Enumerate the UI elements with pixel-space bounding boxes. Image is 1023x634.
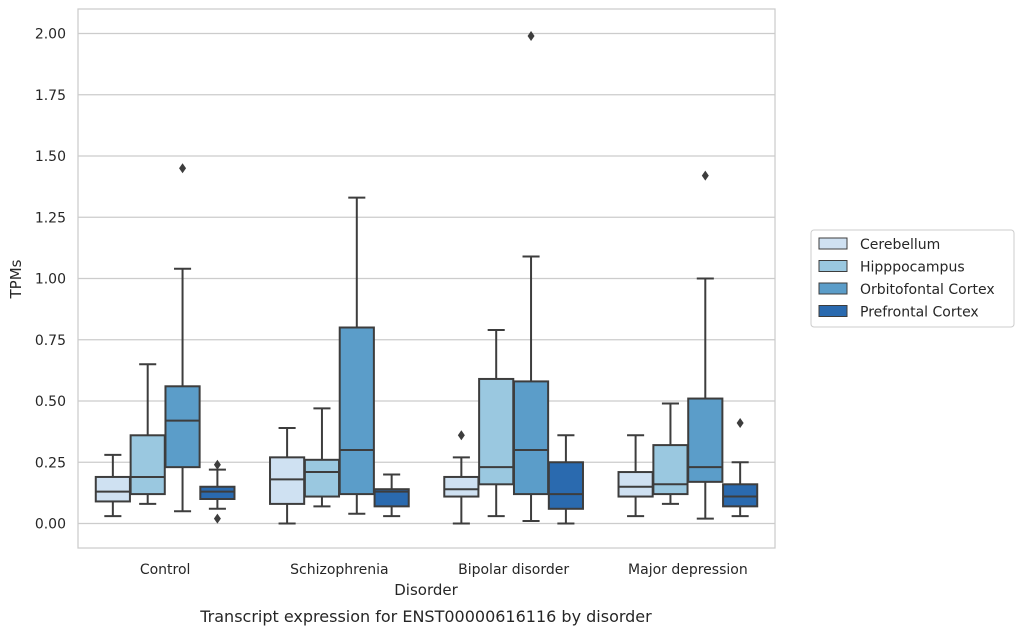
legend-swatch [818, 237, 848, 250]
box-group [443, 430, 480, 525]
box-group [164, 163, 201, 513]
box [303, 458, 341, 498]
outlier-point [179, 163, 187, 174]
y-tick-label: 0.25 [35, 455, 66, 471]
outlier-point [213, 513, 221, 524]
box-series [94, 30, 759, 525]
y-axis-ticks: 0.00 0.25 0.50 0.75 1.00 1.25 1.50 1.75 2.00 [35, 27, 66, 533]
box [687, 397, 724, 483]
outlier-point [701, 170, 709, 181]
box [652, 444, 689, 496]
outlier-point [527, 30, 535, 41]
box [443, 475, 480, 498]
box-group [687, 170, 724, 520]
outlier-point [213, 459, 221, 470]
y-tick-label: 0.75 [35, 333, 66, 349]
legend: Cerebellum Hipppocampus Orbitofontal Corte… [810, 229, 1015, 328]
box-group [652, 402, 689, 505]
x-tick-label: Bipolar disorder [458, 562, 569, 578]
y-tick-label: 1.50 [35, 149, 66, 165]
y-tick-label: 1.00 [35, 272, 66, 288]
box [94, 475, 131, 503]
legend-swatch [818, 305, 848, 317]
y-tick-label: 0.50 [35, 394, 66, 410]
box-group [373, 473, 410, 518]
box [129, 434, 166, 496]
x-tick-label: Control [140, 562, 191, 578]
box [373, 488, 410, 508]
y-tick-label: 0.00 [35, 517, 66, 533]
box-group [94, 453, 131, 518]
legend-label: Orbitofontal Cortex [860, 282, 995, 298]
legend-frame [810, 229, 1015, 328]
y-tick-label: 1.75 [35, 88, 66, 104]
box [722, 483, 759, 508]
box-group [303, 407, 341, 508]
box [478, 377, 515, 486]
legend-label: Cerebellum [860, 237, 940, 253]
box-group [617, 434, 654, 518]
box [547, 461, 584, 510]
box-group [722, 418, 759, 518]
box [164, 385, 201, 469]
x-axis-label: Disorder [394, 581, 458, 599]
box-group [547, 434, 584, 525]
plot-frame [77, 8, 776, 549]
outlier-point [457, 430, 465, 441]
y-axis-label: TPMs [7, 259, 25, 299]
x-tick-label: Major depression [628, 562, 748, 578]
legend-label: Prefrontal Cortex [860, 305, 979, 321]
x-tick-label: Schizophrenia [290, 562, 388, 578]
box-group [338, 196, 375, 515]
x-axis-ticks: Control Schizophrenia Bipolar disorder Majo… [140, 562, 748, 578]
y-tick-label: 1.25 [35, 210, 66, 226]
box [338, 326, 375, 496]
box [269, 456, 306, 505]
box [617, 471, 654, 498]
box-group [199, 459, 236, 524]
box-group [129, 363, 166, 505]
y-tick-label: 2.00 [35, 27, 66, 43]
box-group [512, 30, 550, 523]
outlier-point [736, 418, 744, 429]
box-group [269, 426, 306, 525]
box [512, 380, 550, 496]
box-group [478, 328, 515, 518]
legend-label: Hipppocampus [860, 260, 965, 276]
box [199, 485, 236, 500]
legend-swatch [818, 282, 848, 295]
legend-swatch [818, 260, 848, 272]
chart-caption: Transcript expression for ENST0000061611… [199, 607, 652, 626]
